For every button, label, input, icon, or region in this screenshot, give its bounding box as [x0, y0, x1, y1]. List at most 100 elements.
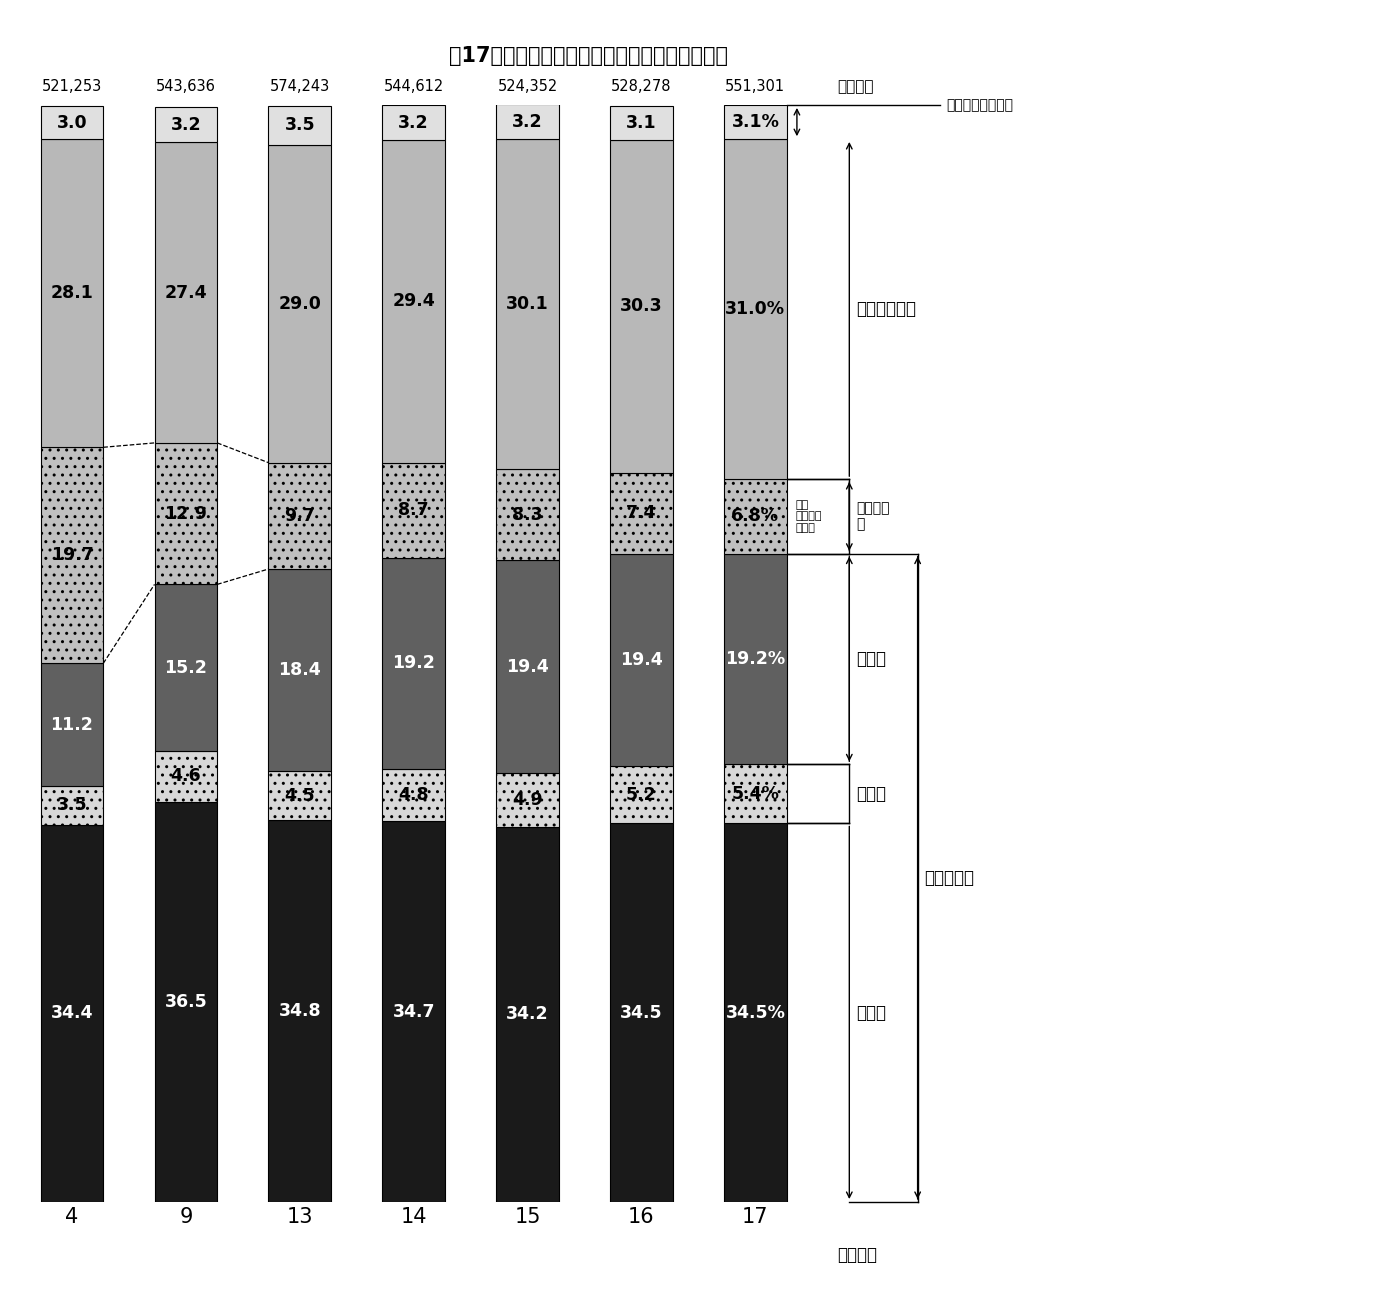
Bar	[41, 825, 104, 1202]
Bar	[610, 107, 673, 141]
Bar	[154, 107, 217, 142]
Text: 34.7: 34.7	[392, 1003, 435, 1020]
Bar	[41, 786, 104, 825]
Bar	[154, 142, 217, 442]
Text: 12.9: 12.9	[164, 505, 207, 523]
Text: 34.2: 34.2	[507, 1006, 549, 1024]
Text: 19.7: 19.7	[50, 546, 94, 565]
Text: 34.5%: 34.5%	[725, 1003, 785, 1021]
Text: 4.8: 4.8	[399, 786, 428, 804]
Bar	[724, 479, 787, 554]
Text: 3.5: 3.5	[284, 116, 315, 134]
Bar	[496, 827, 559, 1202]
Text: 18.4: 18.4	[279, 661, 321, 679]
Bar	[610, 141, 673, 472]
Bar	[41, 664, 104, 786]
Text: 8.7: 8.7	[399, 501, 428, 519]
Text: 扶助費: 扶助費	[857, 785, 886, 803]
Text: 義務的経費: 義務的経費	[924, 869, 974, 887]
Bar	[269, 144, 330, 463]
Bar	[496, 104, 559, 139]
Bar	[724, 105, 787, 139]
Text: 3.2: 3.2	[512, 112, 543, 130]
Text: 9.7: 9.7	[284, 507, 315, 524]
Bar	[382, 558, 445, 769]
Text: 29.4: 29.4	[392, 293, 435, 311]
Text: 4.6: 4.6	[171, 768, 202, 786]
Text: 574,243: 574,243	[270, 79, 330, 94]
Text: 19.4: 19.4	[620, 650, 662, 669]
Bar	[154, 751, 217, 801]
Bar	[382, 105, 445, 141]
Bar	[496, 773, 559, 827]
Text: 5.2: 5.2	[626, 786, 657, 804]
Text: 3.2: 3.2	[171, 116, 202, 134]
Text: 34.8: 34.8	[279, 1002, 321, 1020]
Text: 34.5: 34.5	[620, 1003, 662, 1021]
Text: 3.2: 3.2	[399, 113, 428, 131]
Text: 3.5: 3.5	[56, 796, 87, 814]
Bar	[382, 141, 445, 463]
Text: 19.2%: 19.2%	[725, 650, 785, 667]
Text: 11.2: 11.2	[50, 716, 94, 734]
Text: （億円）: （億円）	[837, 79, 874, 94]
Bar	[41, 107, 104, 139]
Text: 8.3: 8.3	[512, 506, 543, 524]
Bar	[724, 764, 787, 824]
Bar	[496, 561, 559, 773]
Bar	[496, 470, 559, 561]
Text: 27.4: 27.4	[165, 284, 207, 302]
Text: 人件費: 人件費	[857, 1003, 886, 1021]
Text: 翌年度への繰越額: 翌年度への繰越額	[946, 98, 1014, 112]
Text: 30.1: 30.1	[507, 295, 549, 314]
Text: 524,352: 524,352	[497, 79, 557, 94]
Text: 4.5: 4.5	[284, 787, 315, 804]
Text: うち
普通建設
事業費: うち 普通建設 事業費	[795, 500, 822, 533]
Bar	[382, 463, 445, 558]
Bar	[41, 139, 104, 448]
Text: 543,636: 543,636	[155, 79, 216, 94]
Text: 3.1%: 3.1%	[731, 113, 780, 131]
Bar	[269, 463, 330, 569]
Text: 5.4%: 5.4%	[731, 785, 780, 803]
Bar	[610, 766, 673, 824]
Text: 31.0%: 31.0%	[725, 301, 785, 317]
Bar	[269, 771, 330, 820]
Bar	[724, 824, 787, 1202]
Text: 36.5: 36.5	[164, 993, 207, 1011]
Bar	[154, 584, 217, 751]
Text: 15.2: 15.2	[164, 658, 207, 677]
Text: 551,301: 551,301	[725, 79, 785, 94]
Text: 投資的経
費: 投資的経 費	[857, 501, 889, 532]
Bar	[724, 139, 787, 479]
Text: 公債費: 公債費	[857, 650, 886, 667]
Bar	[724, 554, 787, 764]
Text: その他の経費: その他の経費	[857, 301, 916, 317]
Text: 第17図　一般財源充当額の性質別構成比の推移: 第17図 一般財源充当額の性質別構成比の推移	[448, 46, 728, 65]
Text: 7.4: 7.4	[626, 503, 657, 522]
Text: 29.0: 29.0	[279, 294, 321, 312]
Bar	[41, 448, 104, 664]
Bar	[382, 769, 445, 821]
Text: 30.3: 30.3	[620, 298, 662, 315]
Text: 3.1: 3.1	[626, 114, 657, 133]
Text: 19.4: 19.4	[507, 657, 549, 675]
Bar	[269, 569, 330, 771]
Bar	[496, 139, 559, 470]
Text: 3.0: 3.0	[56, 113, 87, 131]
Bar	[154, 442, 217, 584]
Text: 4.9: 4.9	[512, 791, 543, 809]
Bar	[610, 472, 673, 554]
Text: 28.1: 28.1	[50, 284, 94, 302]
Bar	[154, 801, 217, 1202]
Bar	[382, 821, 445, 1202]
Bar	[610, 824, 673, 1202]
Text: 544,612: 544,612	[384, 79, 444, 94]
Text: 528,278: 528,278	[612, 79, 672, 94]
Bar	[610, 554, 673, 766]
Text: （年度）: （年度）	[837, 1246, 878, 1263]
Bar	[269, 820, 330, 1202]
Text: 19.2: 19.2	[392, 654, 435, 673]
Text: 34.4: 34.4	[50, 1004, 94, 1023]
Bar	[269, 107, 330, 144]
